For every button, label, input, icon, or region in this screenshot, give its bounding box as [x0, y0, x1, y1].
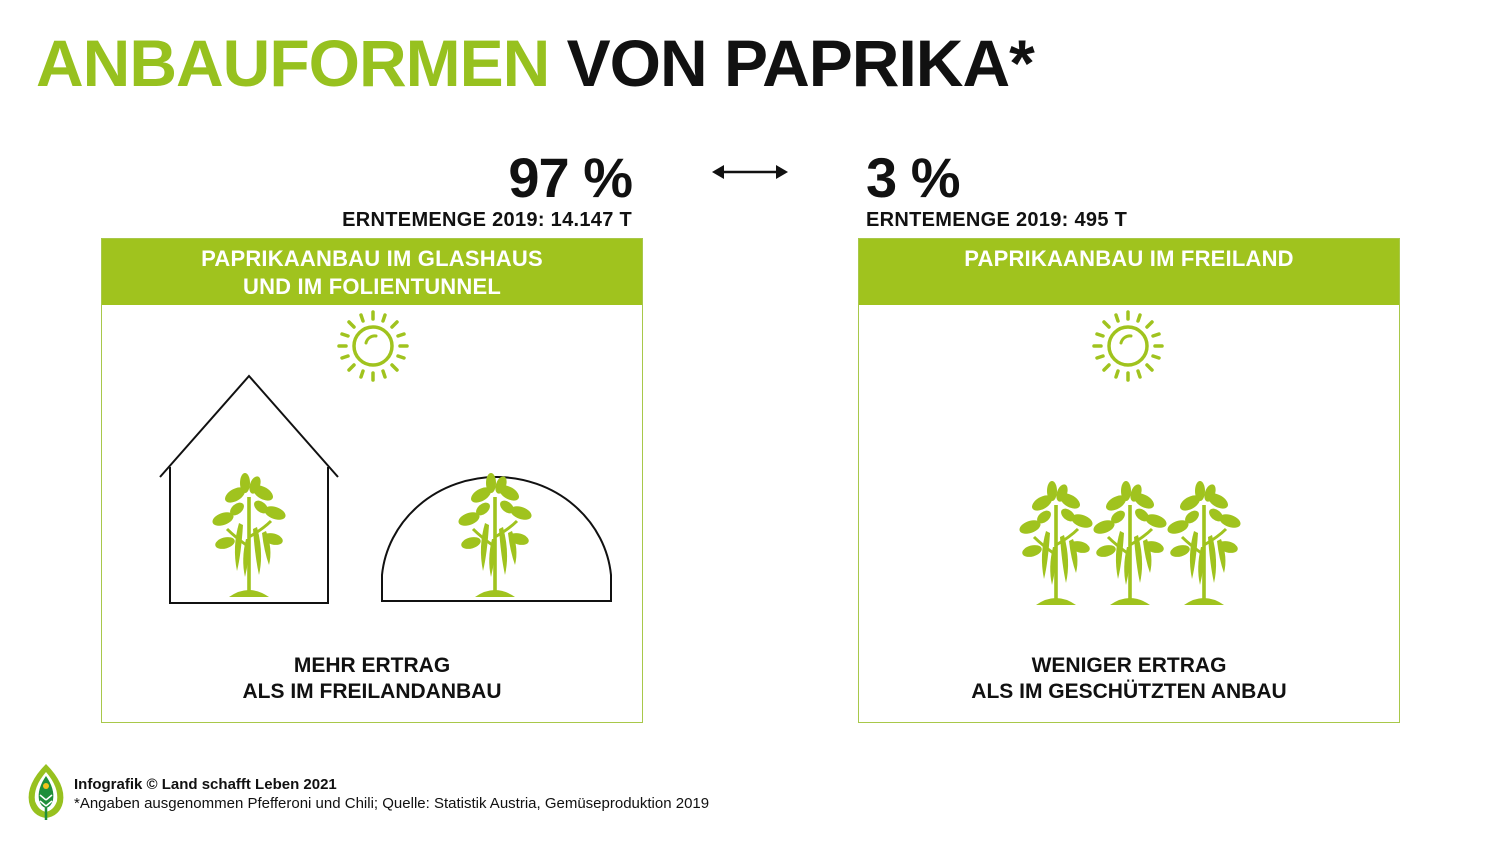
left-percent: 97 %	[508, 146, 633, 209]
leaf-logo-icon	[28, 764, 64, 820]
panel-header-greenhouse: PAPRIKAANBAU IM GLASHAUS UND IM FOLIENTU…	[102, 239, 642, 305]
pepper-plant-icon	[1164, 479, 1244, 607]
sun-icon	[337, 310, 409, 382]
footer-note: *Angaben ausgenommen Pfefferoni und Chil…	[74, 795, 710, 812]
header-line: PAPRIKAANBAU IM FREILAND	[964, 246, 1294, 271]
sun-icon	[1092, 310, 1164, 382]
greenhouse-icon	[159, 374, 339, 604]
pepper-plant-icon	[1016, 479, 1096, 607]
panel-footer-open-field: WENIGER ERTRAG ALS IM GESCHÜTZTEN ANBAU	[859, 653, 1399, 705]
header-line: UND IM FOLIENTUNNEL	[242, 274, 501, 299]
footer-line: WENIGER ERTRAG	[1031, 654, 1227, 677]
footer-line: ALS IM FREILANDANBAU	[242, 680, 502, 703]
right-stat: 3 % ERNTEMENGE 2019: 495 T	[866, 146, 1128, 231]
right-percent: 3 %	[866, 146, 961, 209]
open-field-illustration	[1016, 310, 1244, 607]
footer-line: MEHR ERTRAG	[293, 654, 451, 677]
pepper-plant-icon	[1090, 479, 1170, 607]
pepper-plant-icon	[455, 471, 535, 599]
footer-credit: Infografik © Land schafft Leben 2021	[74, 776, 337, 793]
panel-header-open-field: PAPRIKAANBAU IM FREILAND	[859, 239, 1399, 305]
pepper-plant-icon	[209, 471, 289, 599]
greenhouse-illustration	[159, 310, 612, 604]
page-title: ANBAUFORMEN VON PAPRIKA*	[36, 30, 1035, 96]
title-highlight: ANBAUFORMEN	[36, 26, 550, 100]
header-line: PAPRIKAANBAU IM GLASHAUS	[201, 246, 543, 271]
panel-footer-greenhouse: MEHR ERTRAG ALS IM FREILANDANBAU	[102, 653, 642, 705]
left-harvest: ERNTEMENGE 2019: 14.147 T	[342, 209, 632, 231]
left-stat: 97 % ERNTEMENGE 2019: 14.147 T	[342, 146, 633, 231]
title-rest: VON PAPRIKA*	[566, 26, 1035, 100]
panel-greenhouse: PAPRIKAANBAU IM GLASHAUS UND IM FOLIENTU…	[101, 238, 643, 723]
double-arrow-icon	[712, 165, 788, 179]
panel-open-field: PAPRIKAANBAU IM FREILAND WENIGER ERTRAG …	[858, 238, 1400, 723]
footer-line: ALS IM GESCHÜTZTEN ANBAU	[971, 680, 1287, 703]
right-harvest: ERNTEMENGE 2019: 495 T	[866, 209, 1128, 231]
footer: Infografik © Land schafft Leben 2021 *An…	[74, 775, 709, 813]
